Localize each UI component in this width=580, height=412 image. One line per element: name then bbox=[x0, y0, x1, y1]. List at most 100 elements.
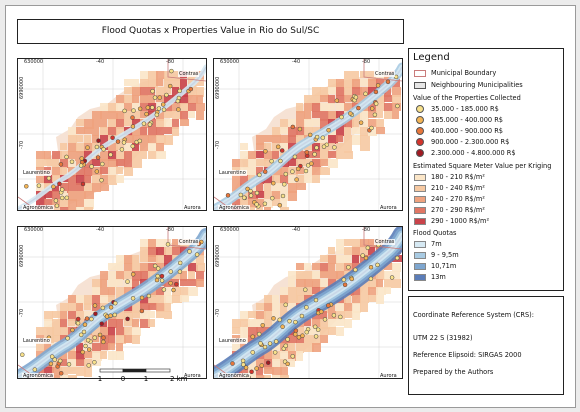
place-label-contras: Contras bbox=[178, 239, 200, 245]
legend-kriging-label: 290 - 1000 R$/m² bbox=[431, 217, 490, 225]
river-line bbox=[18, 234, 206, 378]
legend-kriging-swatch bbox=[414, 217, 426, 225]
legend-property-swatch bbox=[416, 116, 424, 124]
legend-heading-kriging: Estimated Square Meter Value per Kriging bbox=[413, 162, 552, 170]
place-label-laurentino: Laurentino bbox=[22, 170, 51, 176]
place-label-aurora: Aurora bbox=[379, 373, 398, 379]
legend-kriging-swatch bbox=[414, 195, 426, 203]
legend-flood-swatch bbox=[414, 273, 426, 281]
legend-property-label: 35.000 - 185.000 R$ bbox=[431, 105, 499, 113]
place-label-contras: Contras bbox=[374, 239, 396, 245]
municipal-boundary bbox=[167, 59, 206, 82]
legend-property-label: 185.000 - 400.000 R$ bbox=[431, 116, 503, 124]
map-panel-1: 630000 -40 -80 6990000 -70 Contras Laure… bbox=[17, 58, 207, 211]
legend-kriging-label: 180 - 210 R$/m² bbox=[431, 173, 485, 181]
legend-flood-item: 9 - 9,5m bbox=[414, 250, 459, 260]
place-label-aurora: Aurora bbox=[183, 205, 202, 211]
legend-kriging-item: 270 - 290 R$/m² bbox=[414, 205, 485, 215]
x-tick-left: 630000 bbox=[220, 227, 240, 233]
legend-flood-item: 7m bbox=[414, 239, 442, 249]
x-tick-right: -80 bbox=[166, 59, 175, 65]
y-tick-mid: -70 bbox=[19, 140, 25, 149]
legend-kriging-item: 180 - 210 R$/m² bbox=[414, 172, 485, 182]
legend-heading-properties: Value of the Properties Collected bbox=[413, 94, 521, 102]
place-label-contras: Contras bbox=[374, 71, 396, 77]
x-tick-mid: -40 bbox=[96, 227, 105, 233]
place-label-aurora: Aurora bbox=[183, 373, 202, 379]
legend-property-item: 185.000 - 400.000 R$ bbox=[414, 115, 503, 125]
legend-property-item: 400.000 - 900.000 R$ bbox=[414, 126, 503, 136]
legend-kriging-item: 290 - 1000 R$/m² bbox=[414, 216, 489, 226]
scale-tick-0: 1 bbox=[98, 375, 102, 383]
place-label-contras: Contras bbox=[178, 71, 200, 77]
crs-info-box: Coordinate Reference System (CRS): UTM 2… bbox=[408, 296, 564, 395]
legend-property-label: 900.000 - 2.300.000 R$ bbox=[431, 138, 510, 146]
scale-tick-1: 0 bbox=[121, 375, 125, 383]
legend-property-item: 35.000 - 185.000 R$ bbox=[414, 104, 499, 114]
legend-property-swatch bbox=[416, 127, 424, 135]
municipal-boundary bbox=[363, 227, 402, 250]
map-title: Flood Quotas x Properties Value in Rio d… bbox=[17, 19, 404, 44]
x-tick-right: -80 bbox=[362, 59, 371, 65]
neighbouring-swatch bbox=[414, 81, 426, 89]
x-tick-left: 630000 bbox=[24, 59, 44, 65]
legend-kriging-swatch bbox=[414, 184, 426, 192]
place-label-agronomica: Agronômica bbox=[218, 205, 250, 211]
legend-flood-label: 10,71m bbox=[431, 262, 457, 270]
place-label-laurentino: Laurentino bbox=[22, 338, 51, 344]
map-panel-2: 630000 -40 -80 6990000 -70 Contras Laure… bbox=[213, 58, 403, 211]
legend-kriging-swatch bbox=[414, 206, 426, 214]
x-tick-left: 630000 bbox=[24, 227, 44, 233]
legend-flood-item: 10,71m bbox=[414, 261, 456, 271]
place-label-laurentino: Laurentino bbox=[218, 170, 247, 176]
legend-label: Neighbouring Municipalities bbox=[431, 81, 523, 89]
river-line bbox=[18, 66, 206, 210]
legend-kriging-label: 270 - 290 R$/m² bbox=[431, 206, 485, 214]
x-tick-right: -80 bbox=[362, 227, 371, 233]
scale-tick-3: 2 km bbox=[170, 375, 188, 383]
municipal-boundary-swatch bbox=[414, 69, 426, 77]
legend-property-item: 900.000 - 2.300.000 R$ bbox=[414, 137, 509, 147]
x-tick-mid: -40 bbox=[292, 59, 301, 65]
legend-item-neighbouring: Neighbouring Municipalities bbox=[414, 80, 523, 90]
y-tick-top: 6990000 bbox=[19, 244, 25, 267]
y-tick-top: 6990000 bbox=[215, 76, 221, 99]
legend-item-municipal-boundary: Municipal Boundary bbox=[414, 68, 496, 78]
legend-flood-label: 9 - 9,5m bbox=[431, 251, 459, 259]
map-panel-4: 630000 -40 -80 6990000 -70 Contras Laure… bbox=[213, 226, 403, 379]
legend-property-swatch bbox=[416, 149, 424, 157]
y-tick-mid: -70 bbox=[215, 140, 221, 149]
legend-kriging-label: 240 - 270 R$/m² bbox=[431, 195, 485, 203]
legend-flood-swatch bbox=[414, 251, 426, 259]
place-label-agronomica: Agronômica bbox=[22, 205, 54, 211]
ellipsoid-value: Reference Elipsoid: SIRGAS 2000 bbox=[413, 351, 522, 359]
map-legend: Legend Municipal Boundary Neighbouring M… bbox=[408, 48, 564, 291]
river-line bbox=[214, 66, 402, 210]
legend-property-swatch bbox=[416, 138, 424, 146]
legend-property-label: 2.300.000 - 4.800.000 R$ bbox=[431, 149, 516, 157]
place-label-laurentino: Laurentino bbox=[218, 338, 247, 344]
legend-flood-label: 7m bbox=[431, 240, 442, 248]
legend-heading-flood: Flood Quotas bbox=[413, 229, 457, 237]
place-label-agronomica: Agronômica bbox=[22, 373, 54, 379]
place-label-aurora: Aurora bbox=[379, 205, 398, 211]
x-tick-left: 630000 bbox=[220, 59, 240, 65]
legend-kriging-label: 210 - 240 R$/m² bbox=[431, 184, 485, 192]
legend-flood-item: 13m bbox=[414, 272, 446, 282]
scale-bar: 1 0 1 2 km bbox=[98, 367, 198, 387]
map-panel-3: 630000 -40 -80 6990000 -70 Contras Laure… bbox=[17, 226, 207, 379]
legend-kriging-swatch bbox=[414, 173, 426, 181]
river-line bbox=[214, 234, 402, 378]
legend-kriging-item: 240 - 270 R$/m² bbox=[414, 194, 485, 204]
crs-heading: Coordinate Reference System (CRS): bbox=[413, 311, 534, 319]
credit-text: Prepared by the Authors bbox=[413, 368, 494, 376]
x-tick-mid: -40 bbox=[292, 227, 301, 233]
legend-property-item: 2.300.000 - 4.800.000 R$ bbox=[414, 148, 516, 158]
legend-flood-swatch bbox=[414, 262, 426, 270]
legend-kriging-item: 210 - 240 R$/m² bbox=[414, 183, 485, 193]
legend-flood-swatch bbox=[414, 240, 426, 248]
scale-tick-2: 1 bbox=[144, 375, 148, 383]
legend-property-label: 400.000 - 900.000 R$ bbox=[431, 127, 503, 135]
x-tick-right: -80 bbox=[166, 227, 175, 233]
crs-value: UTM 22 S (31982) bbox=[413, 334, 473, 342]
